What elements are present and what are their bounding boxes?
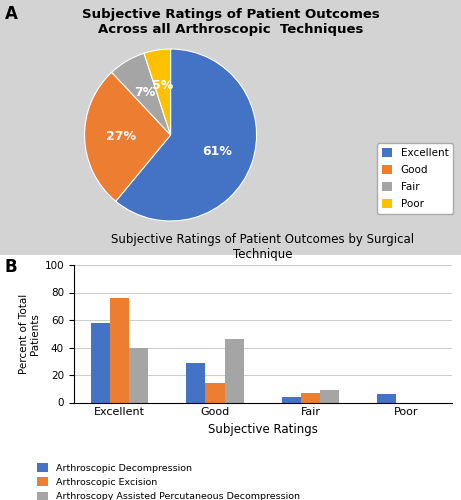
Legend: Excellent, Good, Fair, Poor: Excellent, Good, Fair, Poor bbox=[377, 142, 454, 214]
Wedge shape bbox=[112, 53, 171, 135]
X-axis label: Subjective Ratings: Subjective Ratings bbox=[208, 423, 318, 436]
Bar bbox=[225, 339, 244, 402]
Title: Subjective Ratings of Patient Outcomes by Surgical
Technique: Subjective Ratings of Patient Outcomes b… bbox=[111, 233, 414, 261]
Text: A: A bbox=[5, 5, 18, 23]
Text: 7%: 7% bbox=[135, 86, 156, 98]
Bar bbox=[91, 323, 110, 402]
Bar bbox=[282, 397, 301, 402]
Bar bbox=[110, 298, 129, 403]
Y-axis label: Percent of Total
Patients: Percent of Total Patients bbox=[18, 294, 40, 374]
Bar bbox=[377, 394, 396, 402]
Legend: Arthroscopic Decompression, Arthroscopic Excision, Arthroscopy Assisted Percutan: Arthroscopic Decompression, Arthroscopic… bbox=[33, 460, 303, 500]
Wedge shape bbox=[84, 72, 171, 202]
Text: 5%: 5% bbox=[152, 79, 173, 92]
Bar bbox=[206, 383, 225, 402]
Bar bbox=[129, 348, 148, 403]
Wedge shape bbox=[116, 49, 257, 221]
Text: 27%: 27% bbox=[106, 130, 136, 143]
Bar bbox=[301, 393, 320, 402]
Wedge shape bbox=[144, 49, 171, 135]
Bar bbox=[186, 362, 206, 403]
Bar bbox=[320, 390, 339, 402]
Text: 61%: 61% bbox=[202, 146, 232, 158]
Text: B: B bbox=[5, 258, 17, 276]
Text: Subjective Ratings of Patient Outcomes
Across all Arthroscopic  Techniques: Subjective Ratings of Patient Outcomes A… bbox=[82, 8, 379, 36]
